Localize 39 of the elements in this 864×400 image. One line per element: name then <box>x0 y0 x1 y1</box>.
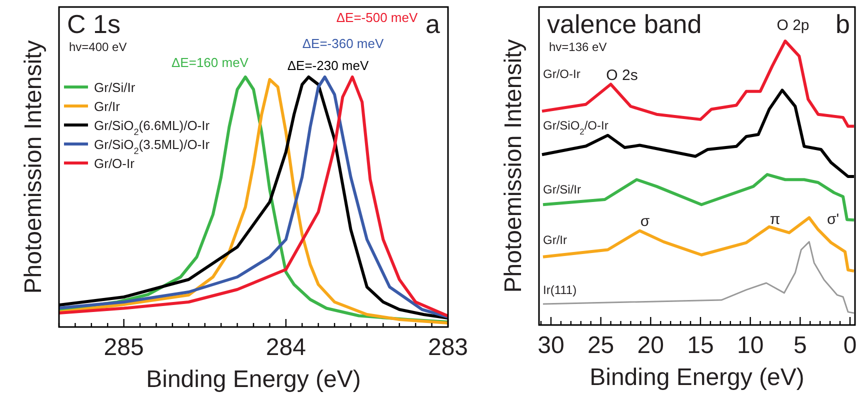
y-axis-title: Photoemission Intensity <box>500 39 527 293</box>
legend-label: Gr/Si/Ir <box>94 80 136 95</box>
chart-subtitle: hv=136 eV <box>549 40 607 54</box>
x-axis-title: Binding Energy (eV) <box>146 366 361 393</box>
chart-title: valence band <box>547 9 702 39</box>
series-label: Gr/Si/Ir <box>543 182 581 197</box>
annotation: σ <box>640 213 650 230</box>
series-label: Gr/Ir <box>543 232 567 247</box>
text: ΔE=-360 meV <box>302 36 384 51</box>
text: ΔE=-500 meV <box>336 10 418 25</box>
series-label: Gr/O-Ir <box>543 67 580 82</box>
chart-subtitle: hv=400 eV <box>69 40 127 54</box>
x-tick-label: 283 <box>428 334 468 361</box>
y-axis-title: Photoemission Intensity <box>20 40 47 294</box>
text: a <box>426 9 441 39</box>
x-tick-label: 284 <box>266 334 306 361</box>
x-tick-label: 5 <box>793 332 807 359</box>
text: O 2p <box>776 17 810 34</box>
annotation: σ' <box>826 211 840 228</box>
x-tick-label: 25 <box>587 332 614 359</box>
x-tick-label: 285 <box>104 334 144 361</box>
text: b <box>836 9 850 39</box>
x-tick-label: 10 <box>736 332 764 359</box>
chart-title: C 1s <box>67 9 120 39</box>
x-tick-label: 30 <box>538 332 564 359</box>
x-axis-title: Binding Energy (eV) <box>590 364 804 391</box>
series-label: Gr/SiO$_{2}$/O-Ir <box>543 118 608 136</box>
legend-label: Gr/O-Ir <box>94 156 136 171</box>
annotation: O 2s <box>606 67 638 84</box>
x-tick-label: 15 <box>687 332 714 359</box>
series-label: Ir(111) <box>543 282 577 297</box>
x-tick-label: 20 <box>637 332 664 359</box>
legend-label: Gr/SiO$_{2}$(6.6ML)/O-Ir <box>94 118 210 137</box>
text: ΔE=160 meV <box>172 55 249 70</box>
annotation: π <box>770 211 780 228</box>
legend-label: Gr/Ir <box>94 99 121 114</box>
text: ΔE=-230 meV <box>287 58 369 73</box>
legend-label: Gr/SiO$_{2}$(3.5ML)/O-Ir <box>94 137 210 156</box>
x-tick-label: 0 <box>843 332 857 359</box>
